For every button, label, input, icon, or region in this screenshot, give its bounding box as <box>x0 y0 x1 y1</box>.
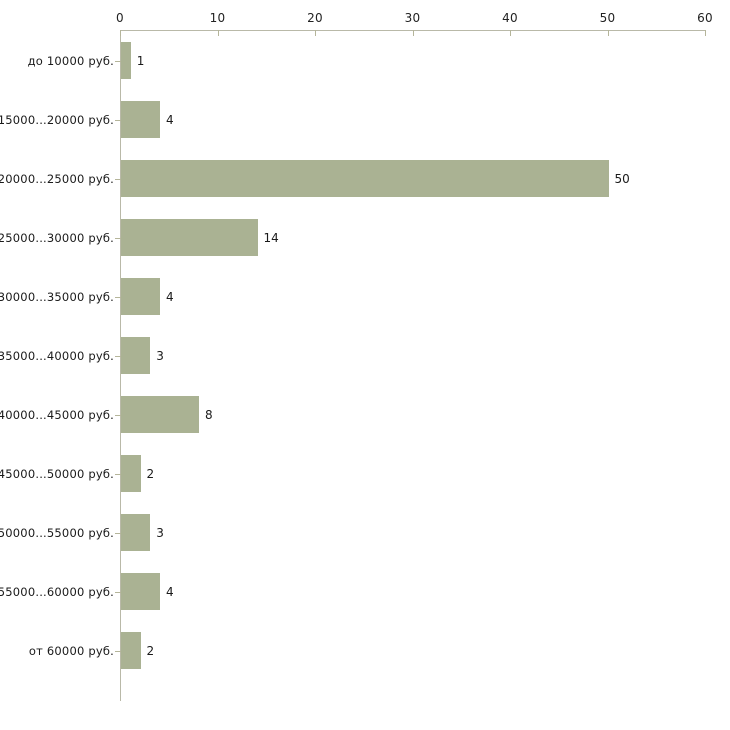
category-label: 20000...25000 руб. <box>0 171 114 186</box>
bar-value-label: 50 <box>614 171 630 186</box>
x-axis-tick-label: 40 <box>502 11 518 25</box>
bar[interactable] <box>121 101 160 138</box>
y-axis-tick <box>115 355 121 357</box>
bar-value-label: 2 <box>146 643 155 658</box>
x-axis-tick <box>412 30 414 36</box>
y-axis-tick <box>115 591 121 593</box>
category-label: 50000...55000 руб. <box>0 525 114 540</box>
x-axis-tick <box>607 30 609 36</box>
bar[interactable] <box>121 219 258 256</box>
y-axis-tick <box>115 650 121 652</box>
bar-value-label: 14 <box>263 230 279 245</box>
y-axis-tick <box>115 60 121 62</box>
bar[interactable] <box>121 573 160 610</box>
x-axis-tick-label: 30 <box>404 11 421 25</box>
category-label: до 10000 руб. <box>27 53 114 68</box>
category-label: 45000...50000 руб. <box>0 466 114 481</box>
y-axis-line <box>120 30 121 701</box>
bar[interactable] <box>121 632 141 669</box>
x-axis-tick-label: 50 <box>599 11 616 25</box>
bar[interactable] <box>121 337 151 374</box>
y-axis-tick <box>115 237 121 239</box>
x-axis-tick <box>705 30 706 36</box>
y-axis-tick <box>115 473 121 475</box>
category-label: 25000...30000 руб. <box>0 230 114 245</box>
bar[interactable] <box>121 455 141 492</box>
bar[interactable] <box>121 278 160 315</box>
bar-value-label: 4 <box>166 289 174 304</box>
x-axis-tick-label: 60 <box>697 11 713 25</box>
x-axis-tick-label: 10 <box>209 11 226 25</box>
category-label: 30000...35000 руб. <box>0 289 114 304</box>
y-axis-tick <box>115 178 121 180</box>
y-axis-tick <box>115 414 121 416</box>
category-label: от 60000 руб. <box>28 643 114 658</box>
y-axis-tick <box>115 532 121 534</box>
category-label: 55000...60000 руб. <box>0 584 114 599</box>
bar[interactable] <box>121 514 151 551</box>
bar[interactable] <box>121 42 131 79</box>
y-axis-tick <box>115 119 121 121</box>
x-axis-tick <box>510 30 511 36</box>
x-axis-tick <box>315 30 316 36</box>
x-axis-tick-label: 20 <box>307 11 323 25</box>
x-axis-tick <box>120 30 121 36</box>
category-label: 15000...20000 руб. <box>0 112 114 127</box>
category-label: 40000...45000 руб. <box>0 407 114 422</box>
bar-value-label: 8 <box>205 407 213 422</box>
bar-value-label: 4 <box>166 112 174 127</box>
bar[interactable] <box>121 160 609 197</box>
bar-value-label: 4 <box>166 584 174 599</box>
x-axis-tick-label: 0 <box>116 11 124 25</box>
bar-value-label: 2 <box>146 466 155 481</box>
bar-value-label: 1 <box>136 53 145 68</box>
category-label: 35000...40000 руб. <box>0 348 114 363</box>
bar-value-label: 3 <box>156 348 164 363</box>
bar-value-label: 3 <box>156 525 164 540</box>
bar[interactable] <box>121 396 199 433</box>
y-axis-tick <box>115 296 121 298</box>
x-axis-tick <box>217 30 219 36</box>
